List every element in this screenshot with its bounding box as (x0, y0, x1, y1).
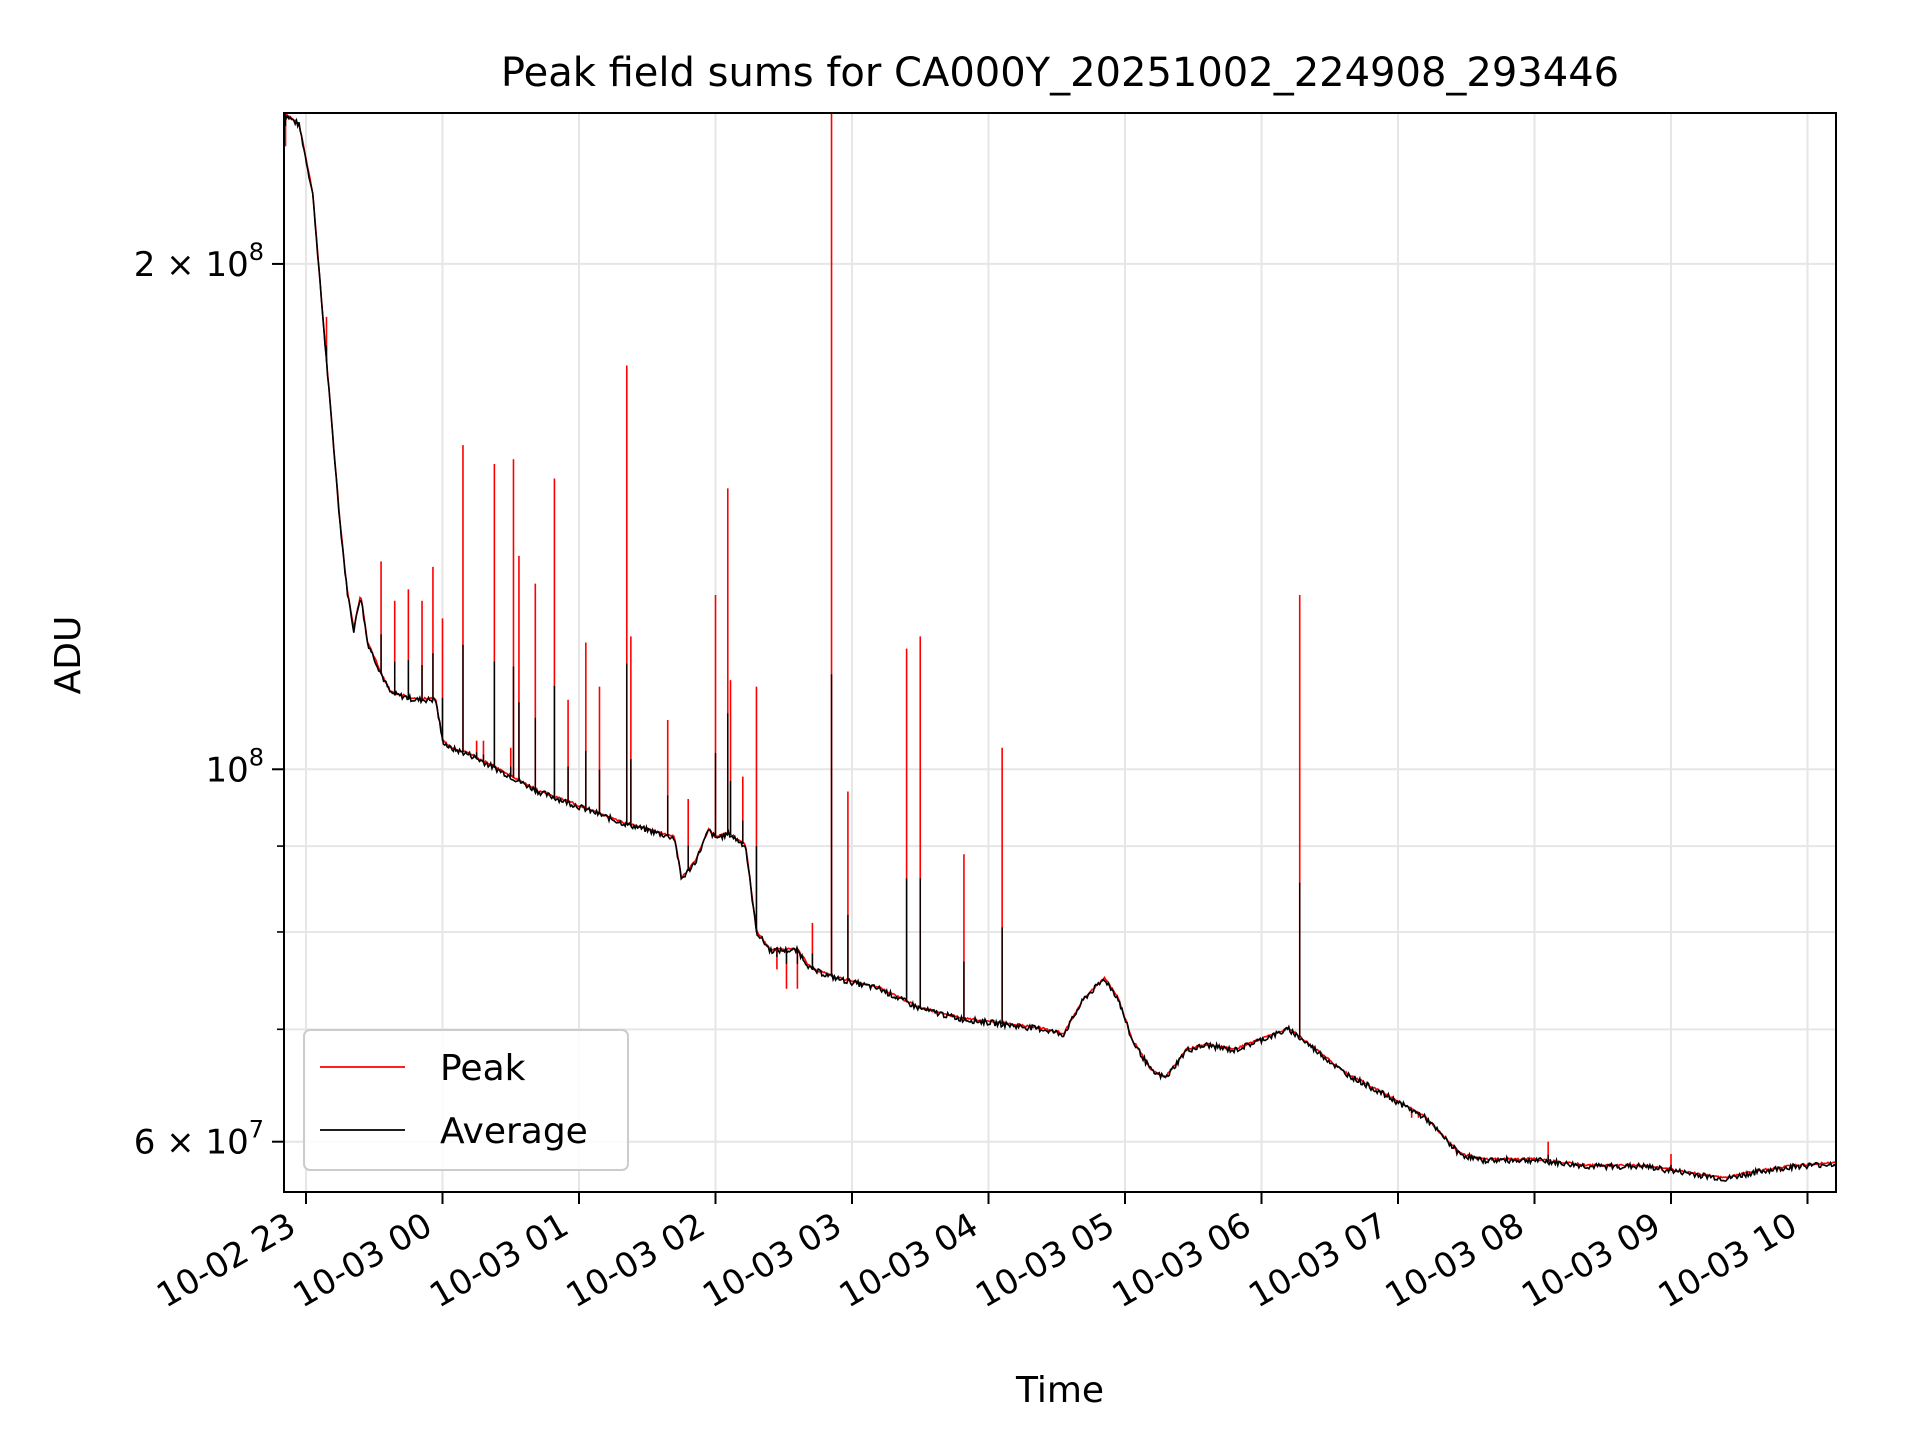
plot-frame (283, 112, 1837, 1193)
legend-peak-label: Peak (440, 1048, 526, 1089)
x-axis-label: Time (1015, 1370, 1104, 1411)
series-layer (284, 113, 1836, 1182)
y-axis-label: ADU (48, 616, 89, 695)
chart-title: Peak field sums for CA000Y_20251002_2249… (501, 50, 1619, 96)
legend-average-label: Average (440, 1111, 588, 1152)
legend: Peak Average (303, 1029, 629, 1171)
y-axis: 2 × 108 108 6 × 107 (134, 238, 284, 1163)
legend-box (303, 1029, 629, 1171)
y-tick-label: 6 × 107 (134, 1116, 264, 1163)
y-tick-label: 108 (205, 743, 264, 790)
y-tick-label: 2 × 108 (134, 238, 264, 285)
average-series-line (284, 113, 1836, 1182)
